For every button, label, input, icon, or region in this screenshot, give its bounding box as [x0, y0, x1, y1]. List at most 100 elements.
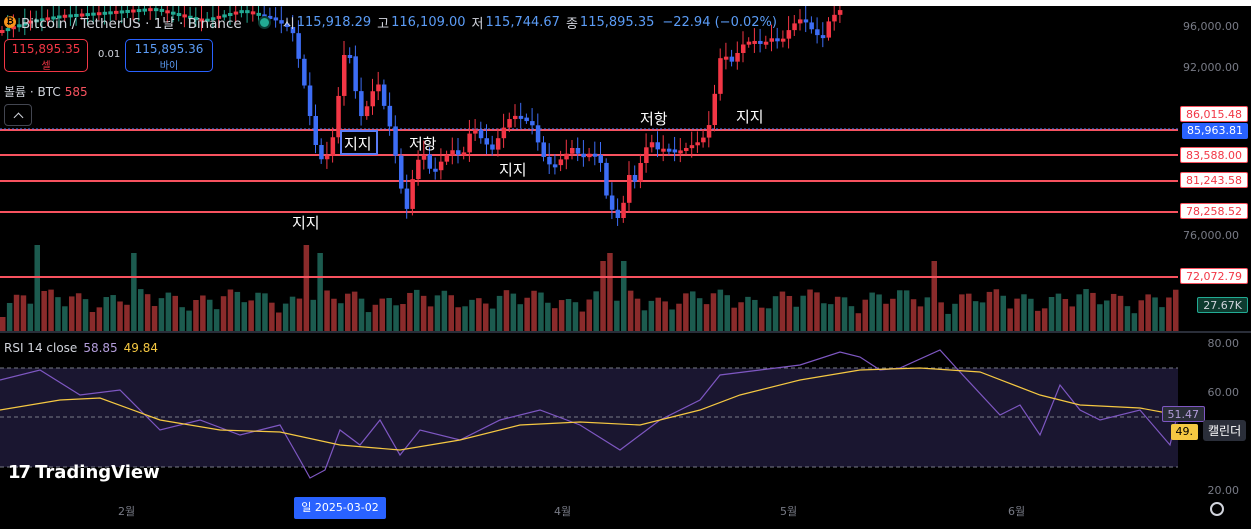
volume-bar [448, 295, 454, 331]
volume-bar [82, 299, 89, 331]
candle-body [798, 19, 803, 24]
annotation-support-3: 지지 [499, 161, 527, 179]
candle-body [39, 18, 45, 22]
volume-bar [1041, 308, 1048, 331]
rsi-line [0, 349, 1179, 479]
level-tag[interactable]: 72,072.79 [1180, 268, 1248, 284]
volume-bar [1159, 307, 1165, 331]
candle-body [336, 95, 341, 138]
sell-label: 셀 [41, 61, 51, 72]
volume-bar [1097, 304, 1103, 331]
candle-body [746, 41, 752, 45]
calendar-button[interactable]: 캘린더 [1203, 420, 1247, 441]
annotation-support-2: 지지 [344, 135, 372, 153]
volume-bar [890, 298, 896, 331]
candle-body [34, 19, 39, 23]
volume-bar [690, 291, 696, 331]
candle-body [153, 8, 159, 12]
buy-button[interactable]: 115,895.36 바이 [125, 39, 213, 72]
volume-bar [489, 308, 496, 331]
candle-body [5, 28, 11, 32]
collapse-legend-button[interactable] [4, 104, 32, 126]
candle-body [0, 30, 5, 33]
candle-body [273, 17, 279, 21]
current-price-tag[interactable]: 85,963.81 [1182, 123, 1248, 139]
volume-bar [945, 313, 951, 331]
volume-bar [1138, 300, 1144, 331]
tradingview-logo[interactable]: 17 TradingView [8, 462, 160, 483]
bitcoin-icon: ₿ [4, 16, 16, 28]
volume-bar [1166, 297, 1172, 331]
rsi-legend[interactable]: RSI 14 close 58.85 49.84 [4, 341, 158, 355]
volume-bar [483, 303, 489, 331]
candle-body [148, 8, 153, 12]
symbol-title[interactable]: Bitcoin / TetherUS · 1날 · Binance [21, 16, 242, 32]
symbol-header: ₿ Bitcoin / TetherUS · 1날 · Binance 시 115… [4, 12, 777, 32]
volume-bar [793, 306, 799, 331]
level-tag[interactable]: 78,258.52 [1180, 203, 1248, 219]
candle-body [718, 58, 723, 94]
volume-bar [0, 317, 6, 331]
candle-body [381, 84, 387, 106]
volume-bar [862, 299, 868, 331]
candle-body [347, 55, 353, 58]
volume-bar [821, 303, 827, 331]
volume-bar [476, 298, 482, 331]
candle-body [689, 145, 695, 149]
candle-body [387, 105, 393, 127]
spread-value: 0.01 [98, 49, 121, 60]
candle-body [11, 26, 16, 30]
level-tag[interactable]: 81,243.58 [1180, 172, 1248, 188]
volume-bar [972, 301, 979, 331]
volume-bar [1090, 292, 1096, 331]
crosshair-date-badge: 일 2025-03-02 [294, 497, 386, 519]
level-tag[interactable]: 86,015.48 [1180, 106, 1248, 122]
candle-body [655, 142, 660, 150]
volume-bar [158, 298, 165, 331]
volume-bar [1007, 308, 1013, 331]
sell-button[interactable]: 115,895.35 셀 [4, 39, 88, 72]
candle-body [541, 142, 546, 157]
volume-bar [779, 291, 786, 331]
level-tag[interactable]: 83,588.00 [1180, 147, 1248, 163]
volume-bar [593, 291, 599, 331]
candle-body [627, 175, 632, 203]
volume-bar [441, 290, 448, 331]
candle-body [353, 56, 358, 92]
candle-body [706, 125, 712, 138]
volume-bar [910, 299, 917, 331]
candle-body [359, 91, 364, 117]
candle-body [621, 202, 626, 218]
low-value: 115,744.67 [485, 14, 560, 30]
volume-bar [1028, 298, 1034, 331]
candle-body [695, 142, 700, 146]
candle-body [723, 56, 729, 60]
volume-bar [634, 298, 641, 331]
volume-bar [345, 293, 351, 331]
brand-name: TradingView [35, 462, 160, 483]
candle-body [256, 12, 261, 16]
volume-bar [144, 294, 151, 331]
candle-body [250, 11, 256, 15]
chevron-up-icon [13, 112, 23, 122]
volume-bar [883, 303, 889, 331]
volume-bar [110, 295, 116, 331]
candle-body [507, 119, 512, 128]
volume-bar [427, 306, 434, 331]
volume-bar [662, 301, 668, 331]
volume-legend[interactable]: 볼륨 · BTC 585 [4, 83, 88, 100]
volume-bar [213, 309, 220, 331]
rsi-ma-value: 49.84 [123, 341, 159, 355]
candle-body [524, 117, 529, 122]
volume-bar [27, 303, 34, 331]
candle-body [245, 10, 250, 14]
candle-body [199, 18, 204, 22]
volume-bar [338, 303, 344, 331]
volume-bar [13, 294, 20, 331]
gear-icon[interactable] [1210, 502, 1224, 516]
volume-bar [814, 292, 820, 331]
candle-body [758, 40, 763, 44]
candle-body [222, 14, 227, 18]
volume-bar [103, 297, 109, 331]
